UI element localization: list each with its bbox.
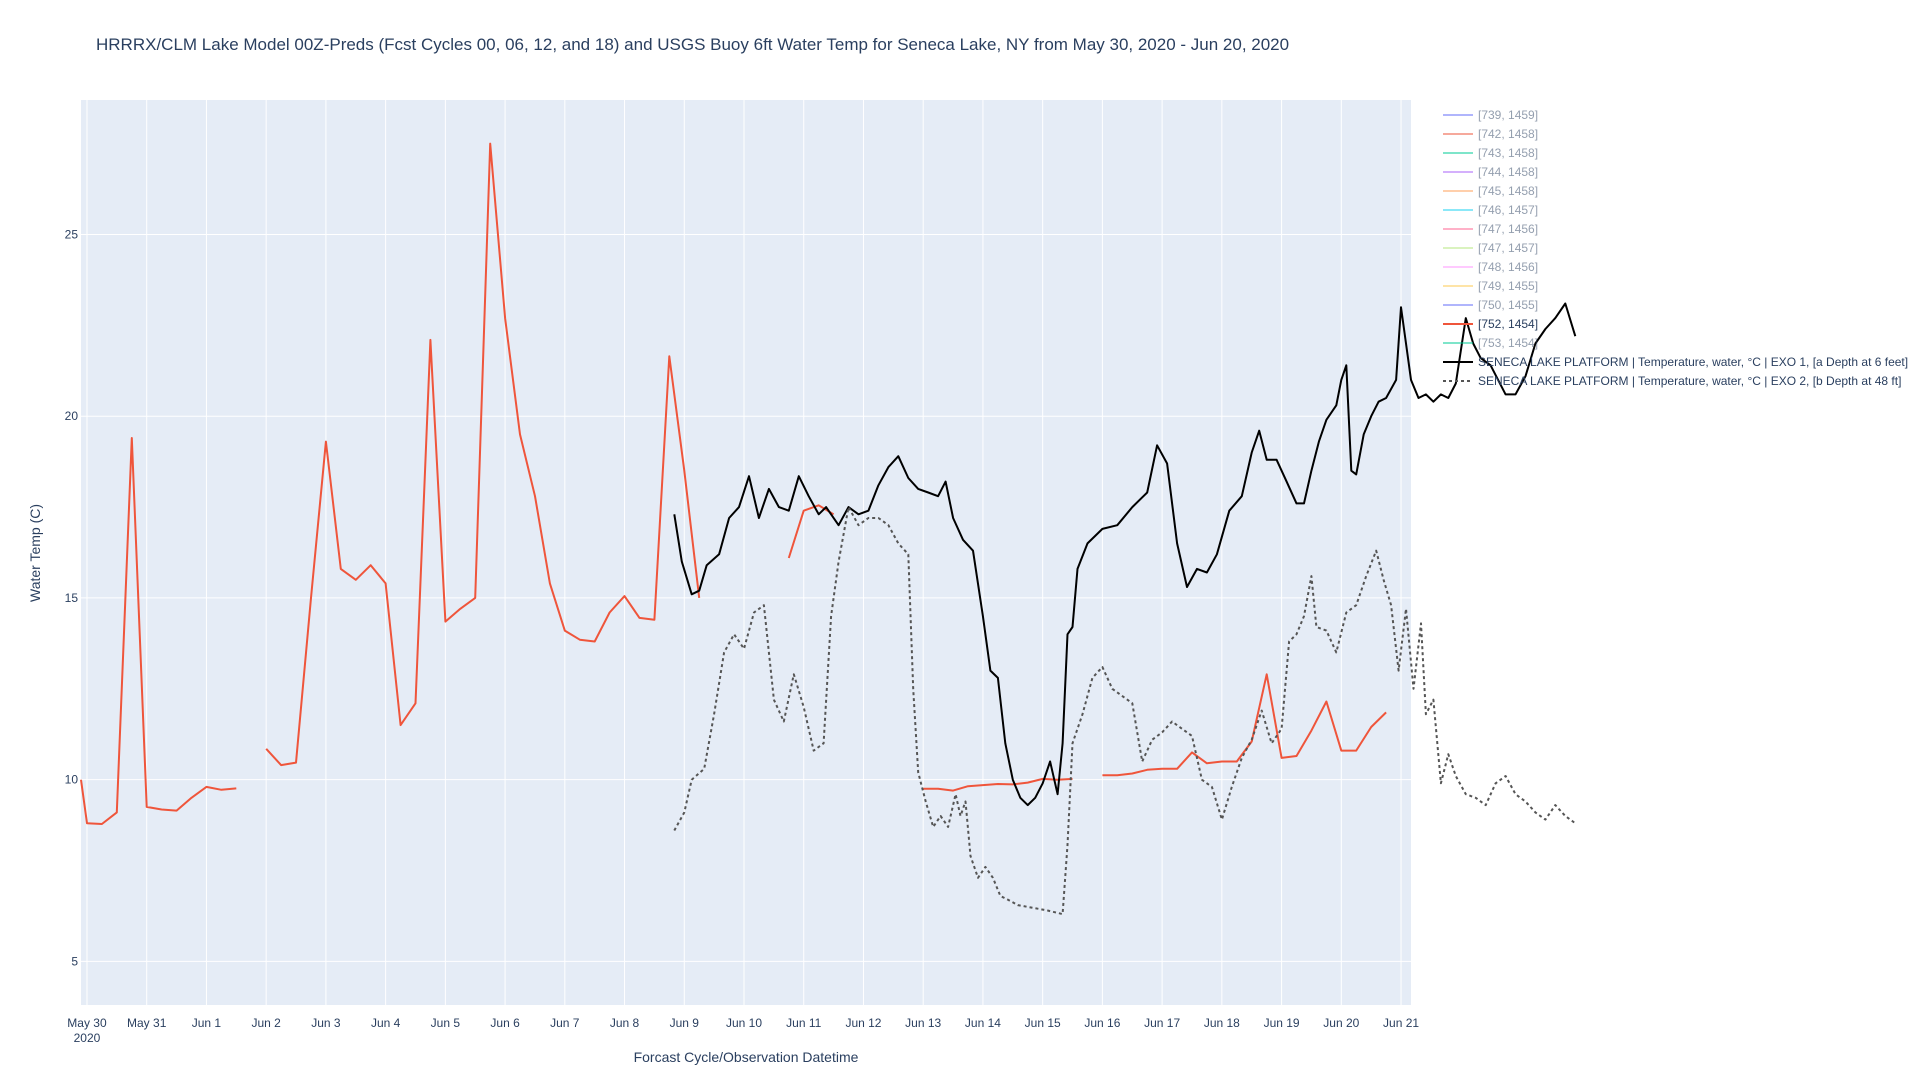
x-tick-label: Jun 9 [670,1016,700,1030]
y-axis-title: Water Temp (C) [27,504,43,602]
legend-item-label[interactable]: SENECA LAKE PLATFORM | Temperature, wate… [1478,355,1908,369]
plot-area [81,100,1411,1005]
x-tick-label: Jun 16 [1084,1016,1120,1030]
legend-item-label[interactable]: [750, 1455] [1478,298,1538,312]
x-tick-label: Jun 4 [371,1016,401,1030]
x-tick-label: May 30 [67,1016,107,1030]
x-tick-label: Jun 7 [550,1016,580,1030]
y-tick-label: 20 [65,409,79,423]
x-tick-label: Jun 20 [1323,1016,1359,1030]
x-tick-sublabel: 2020 [74,1031,101,1045]
chart-title: HRRRX/CLM Lake Model 00Z-Preds (Fcst Cyc… [96,35,1289,54]
x-tick-label: Jun 3 [311,1016,341,1030]
legend-item-label[interactable]: [742, 1458] [1478,127,1538,141]
x-tick-label: Jun 18 [1204,1016,1240,1030]
legend-item-label[interactable]: [747, 1456] [1478,222,1538,236]
x-tick-label: Jun 14 [965,1016,1001,1030]
legend-item-label[interactable]: SENECA LAKE PLATFORM | Temperature, wate… [1478,374,1901,388]
legend-item-label[interactable]: [746, 1457] [1478,203,1538,217]
x-tick-label: Jun 8 [610,1016,640,1030]
x-tick-label: May 31 [127,1016,167,1030]
series-line-13 [673,302,1577,807]
x-tick-label: Jun 6 [490,1016,520,1030]
x-tick-label: Jun 12 [845,1016,881,1030]
series-layer [80,142,1577,916]
y-tick-labels: 5 10 15 20 25 [65,227,79,968]
legend-item-label[interactable]: [748, 1456] [1478,260,1538,274]
x-tick-label: Jun 21 [1383,1016,1419,1030]
legend-item-label[interactable]: [743, 1458] [1478,146,1538,160]
series-line-14 [673,506,1576,916]
legend-item-label[interactable]: [739, 1459] [1478,108,1538,122]
x-axis-title: Forcast Cycle/Observation Datetime [634,1049,859,1065]
y-gridlines [81,233,1411,962]
legend-item-label[interactable]: [744, 1458] [1478,165,1538,179]
y-tick-label: 25 [65,227,79,241]
x-tick-label: Jun 13 [905,1016,941,1030]
legend-item-label[interactable]: [747, 1457] [1478,241,1538,255]
legend-item-label[interactable]: [752, 1454] [1478,317,1538,331]
x-tick-label: Jun 10 [726,1016,762,1030]
series-line-11 [80,142,1387,825]
x-tick-label: Jun 11 [786,1016,821,1030]
legend-item-label[interactable]: [749, 1455] [1478,279,1538,293]
y-tick-label: 10 [65,773,79,787]
y-tick-label: 15 [65,591,79,605]
x-tick-label: Jun 19 [1264,1016,1300,1030]
x-tick-label: Jun 17 [1144,1016,1180,1030]
x-tick-label: Jun 1 [192,1016,222,1030]
legend-item-label[interactable]: [753, 1454] [1478,336,1538,350]
y-tick-label: 5 [71,954,78,968]
x-tick-label: Jun 2 [251,1016,281,1030]
legend: [739, 1459] [742, 1458] [743, 1458] [744, 1… [1443,108,1908,388]
legend-item-label[interactable]: [745, 1458] [1478,184,1538,198]
x-tick-label: Jun 5 [431,1016,461,1030]
x-gridlines [86,100,1402,1005]
x-tick-label: Jun 15 [1025,1016,1061,1030]
